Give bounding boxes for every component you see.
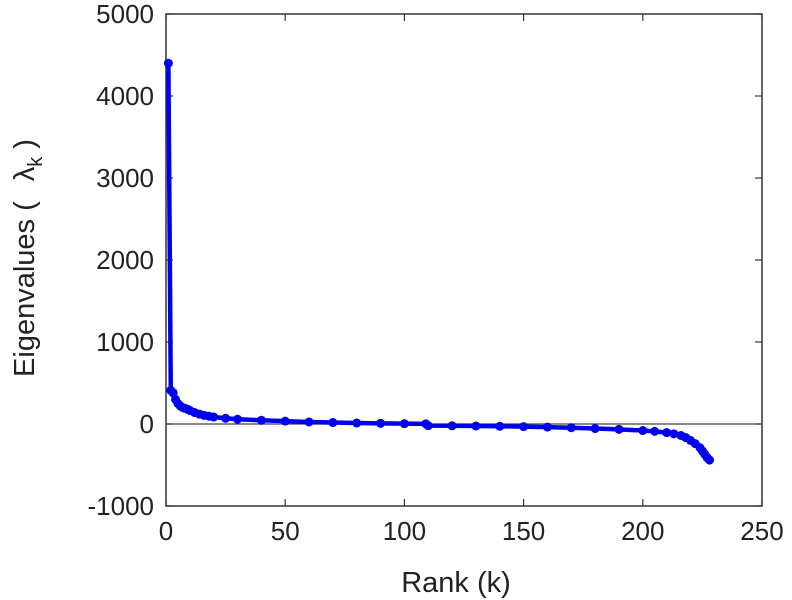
x-tick-label: 100 (383, 516, 426, 546)
data-point (280, 416, 290, 426)
data-point (495, 421, 505, 431)
x-axis-label: Rank (k) (401, 567, 511, 599)
data-point (705, 455, 715, 465)
y-axis-ticks: -1000 0 1000 2000 3000 4000 5000 (88, 0, 762, 521)
series-line (166, 60, 712, 463)
data-point (638, 426, 648, 436)
series-layer (163, 58, 715, 465)
x-tick-label: 200 (621, 516, 664, 546)
data-point (519, 422, 529, 432)
data-point (590, 424, 600, 434)
data-point (566, 423, 576, 433)
y-axis-label-prefix: Eigenvalues ( (9, 201, 41, 377)
data-point (662, 428, 672, 438)
data-point (542, 422, 552, 432)
data-point (209, 412, 219, 422)
y-axis-label: Eigenvalues ( λk) (9, 139, 47, 377)
x-tick-label: 250 (740, 516, 783, 546)
data-point (304, 417, 314, 427)
data-point (328, 418, 338, 428)
data-point (614, 424, 624, 434)
y-axis-label-subscript: k (25, 156, 47, 167)
x-tick-label: 150 (502, 516, 545, 546)
y-tick-label: 5000 (96, 0, 154, 29)
y-axis-label-suffix: ) (9, 139, 41, 149)
y-tick-label: 0 (140, 409, 154, 439)
data-point (256, 415, 266, 425)
data-point (233, 414, 243, 424)
x-axis-ticks: 0 50 100 150 200 250 (159, 14, 784, 546)
y-tick-label: 4000 (96, 81, 154, 111)
data-point (352, 418, 362, 428)
data-point (376, 418, 386, 428)
data-point (163, 58, 173, 68)
data-point (669, 429, 679, 439)
y-tick-label: 3000 (96, 163, 154, 193)
y-tick-label: 1000 (96, 327, 154, 357)
data-point (399, 419, 409, 429)
y-axis-label-symbol: λ (9, 166, 41, 181)
x-tick-label: 0 (159, 516, 173, 546)
y-tick-label: 2000 (96, 245, 154, 275)
x-tick-label: 50 (271, 516, 300, 546)
data-point (423, 421, 433, 431)
y-tick-label: -1000 (88, 491, 155, 521)
data-point (447, 421, 457, 431)
data-point (471, 421, 481, 431)
data-point (650, 426, 660, 436)
data-point (221, 413, 231, 423)
